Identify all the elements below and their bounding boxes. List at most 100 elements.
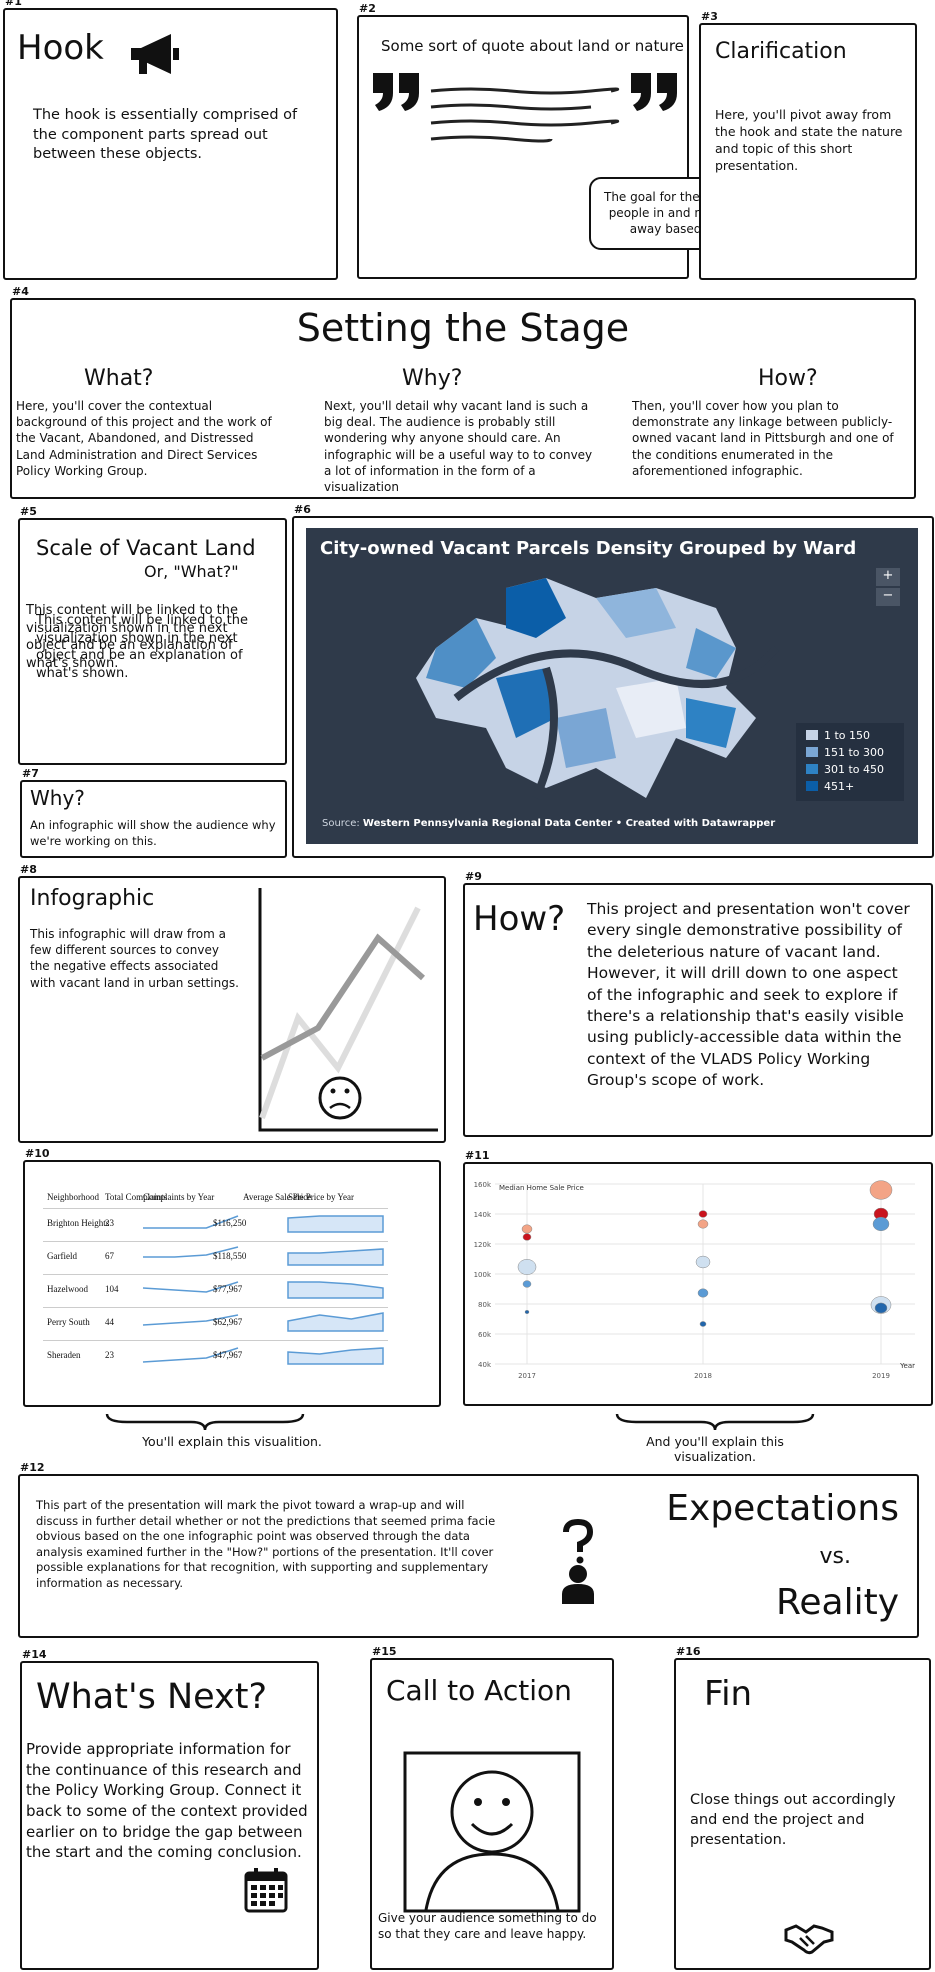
vs-word: vs.: [819, 1544, 851, 1569]
table-cell: $77,967: [213, 1284, 243, 1294]
zoom-in[interactable]: +: [876, 568, 900, 586]
panel-title: Infographic: [30, 886, 155, 911]
panel: #8 Infographic This infographic will dra…: [18, 863, 446, 1143]
reality-word: Reality: [775, 1582, 899, 1623]
column-body: Here, you'll cover the contextual backgr…: [16, 399, 272, 478]
table-cell: 23: [105, 1218, 114, 1228]
table-cell: $47,967: [213, 1350, 243, 1360]
legend-label: 451+: [824, 780, 855, 793]
panel-title: Setting the Stage: [296, 306, 630, 350]
column-heading: What?: [84, 366, 154, 391]
row-rule: [43, 1340, 388, 1341]
panel-number: #8: [20, 863, 37, 876]
zoom-out[interactable]: −: [876, 588, 900, 606]
table-cell: Garfield: [47, 1251, 77, 1261]
panel-number: #3: [701, 10, 718, 23]
row-rule: [43, 1241, 388, 1242]
table-header: Total Complaints: [105, 1192, 168, 1202]
ward-map: [416, 578, 780, 800]
legend-swatch: [806, 781, 818, 791]
sparkline: [287, 1347, 384, 1365]
panel-title: Hook: [17, 28, 104, 68]
caption: You'll explain this visualition.: [142, 1434, 322, 1449]
panel: #15 Call to Action Give your audience so…: [370, 1645, 614, 1970]
panel: #4 Setting the Stage What? Here, you'll …: [10, 285, 916, 499]
sparkline-table: Neighborhood Total Complaints Complaints b…: [43, 1192, 388, 1392]
panel: #7 Why? An infographic will show the aud…: [20, 767, 287, 858]
bubble: [699, 1321, 707, 1327]
panel: #16 Fin Close things out accordingly and…: [674, 1645, 931, 1970]
x-tick-label: 2018: [694, 1372, 712, 1380]
bubble: [697, 1219, 709, 1229]
panel-body: This part of the presentation will mark …: [36, 1498, 496, 1590]
panel-body: Close things out accordingly and end the…: [690, 1792, 896, 1848]
legend-swatch: [806, 730, 818, 740]
table-cell: 44: [105, 1317, 114, 1327]
sparkline: [287, 1248, 384, 1266]
column-body: Then, you'll cover how you plan to demon…: [632, 399, 894, 478]
bubble: [522, 1233, 532, 1241]
sparkline: [143, 1246, 239, 1258]
panel-body: This infographic will draw from a few di…: [30, 927, 239, 990]
infographic-sketch: [258, 888, 438, 1132]
sparkline: [142, 1314, 239, 1326]
megaphone-icon: [131, 34, 179, 74]
panel-body-echo: This content will be linked to the visua…: [36, 613, 249, 681]
question-person-icon: [562, 1518, 594, 1604]
panel: #9 How? This project and presentation wo…: [463, 870, 933, 1137]
sparkline: [287, 1215, 384, 1233]
legend-item: 451+: [806, 780, 854, 793]
panel-number: #5: [20, 505, 37, 518]
smiley-portrait: [403, 1751, 581, 1913]
table-header: Complaints by Year: [143, 1192, 215, 1202]
bubble: [874, 1302, 888, 1314]
legend-swatch: [806, 747, 818, 757]
panel: #10 Neighborhood Total Complaints Complain…: [23, 1147, 441, 1407]
sparkline: [142, 1347, 239, 1363]
panel: #5 Scale of Vacant Land Or, "What?" This…: [18, 505, 287, 765]
caption: And you'll explain this visualization.: [646, 1434, 784, 1464]
panel-number: #16: [676, 1645, 701, 1658]
table-header: Average Sale Price: [243, 1192, 312, 1202]
bubble: [524, 1310, 530, 1314]
y-tick-label: 40k: [478, 1361, 492, 1369]
sparkline: [287, 1312, 384, 1332]
legend-item: 1 to 150: [806, 729, 870, 742]
sparkline: [287, 1281, 384, 1299]
panel: #12 This part of the presentation will m…: [18, 1461, 919, 1638]
bubble: [695, 1255, 711, 1269]
bubble: [517, 1259, 537, 1275]
panel: #2 Some sort of quote about land or natu…: [357, 2, 829, 279]
panel: #11 160k 140k 120k 100k 80k 60k 40k 2017 2018 201…: [463, 1149, 933, 1406]
y-tick-label: 60k: [478, 1331, 492, 1339]
panel-number: #7: [22, 767, 39, 780]
table-cell: Brighton Heights: [47, 1218, 110, 1228]
y-tick-label: 100k: [474, 1271, 492, 1279]
table-cell: $118,550: [213, 1251, 247, 1261]
panel-number: #12: [20, 1461, 45, 1474]
legend-label: 1 to 150: [824, 729, 871, 742]
panel-body: Give your audience something to do so th…: [378, 1911, 597, 1942]
panel-title: Call to Action: [386, 1674, 572, 1707]
y-tick-label: 80k: [478, 1301, 492, 1309]
panel: #6 City-owned Vacant Parcels Density Gro…: [292, 503, 934, 858]
panel-body: An infographic will show the audience wh…: [30, 818, 276, 848]
x-tick-label: 2019: [872, 1372, 890, 1380]
bubble: [522, 1280, 532, 1288]
panel: #1 Hook The hook is essentially comprise…: [3, 0, 338, 280]
x-axis-label: Year: [899, 1362, 915, 1370]
bubble: [869, 1180, 893, 1200]
panel-subtitle: Or, "What?": [144, 562, 239, 581]
table-cell: Perry South: [47, 1317, 90, 1327]
panel-number: #14: [22, 1648, 47, 1661]
expectations-word: Expectations: [666, 1488, 899, 1529]
panel: #14 What's Next? Provide appropriate inf…: [20, 1648, 319, 1970]
bubble: [697, 1288, 709, 1298]
column-body: Next, you'll detail why vacant land is s…: [324, 399, 593, 494]
table-header: Neighborhood: [47, 1192, 99, 1202]
bubble: [698, 1210, 708, 1218]
calendar-icon: [244, 1868, 288, 1913]
panel-title: What's Next?: [36, 1677, 268, 1717]
